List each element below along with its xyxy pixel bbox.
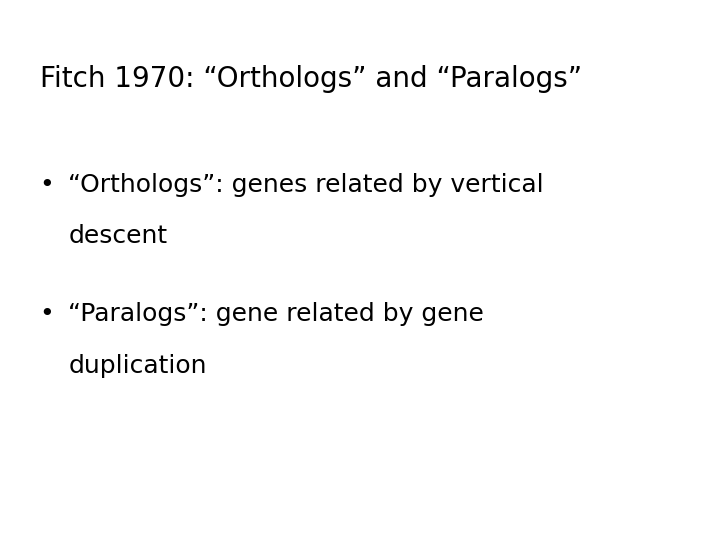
Text: “Paralogs”: gene related by gene: “Paralogs”: gene related by gene: [68, 302, 485, 326]
Text: duplication: duplication: [68, 354, 207, 377]
Text: descent: descent: [68, 224, 168, 248]
Text: “Orthologs”: genes related by vertical: “Orthologs”: genes related by vertical: [68, 173, 544, 197]
Text: •: •: [40, 302, 54, 326]
Text: •: •: [40, 173, 54, 197]
Text: Fitch 1970: “Orthologs” and “Paralogs”: Fitch 1970: “Orthologs” and “Paralogs”: [40, 65, 582, 93]
